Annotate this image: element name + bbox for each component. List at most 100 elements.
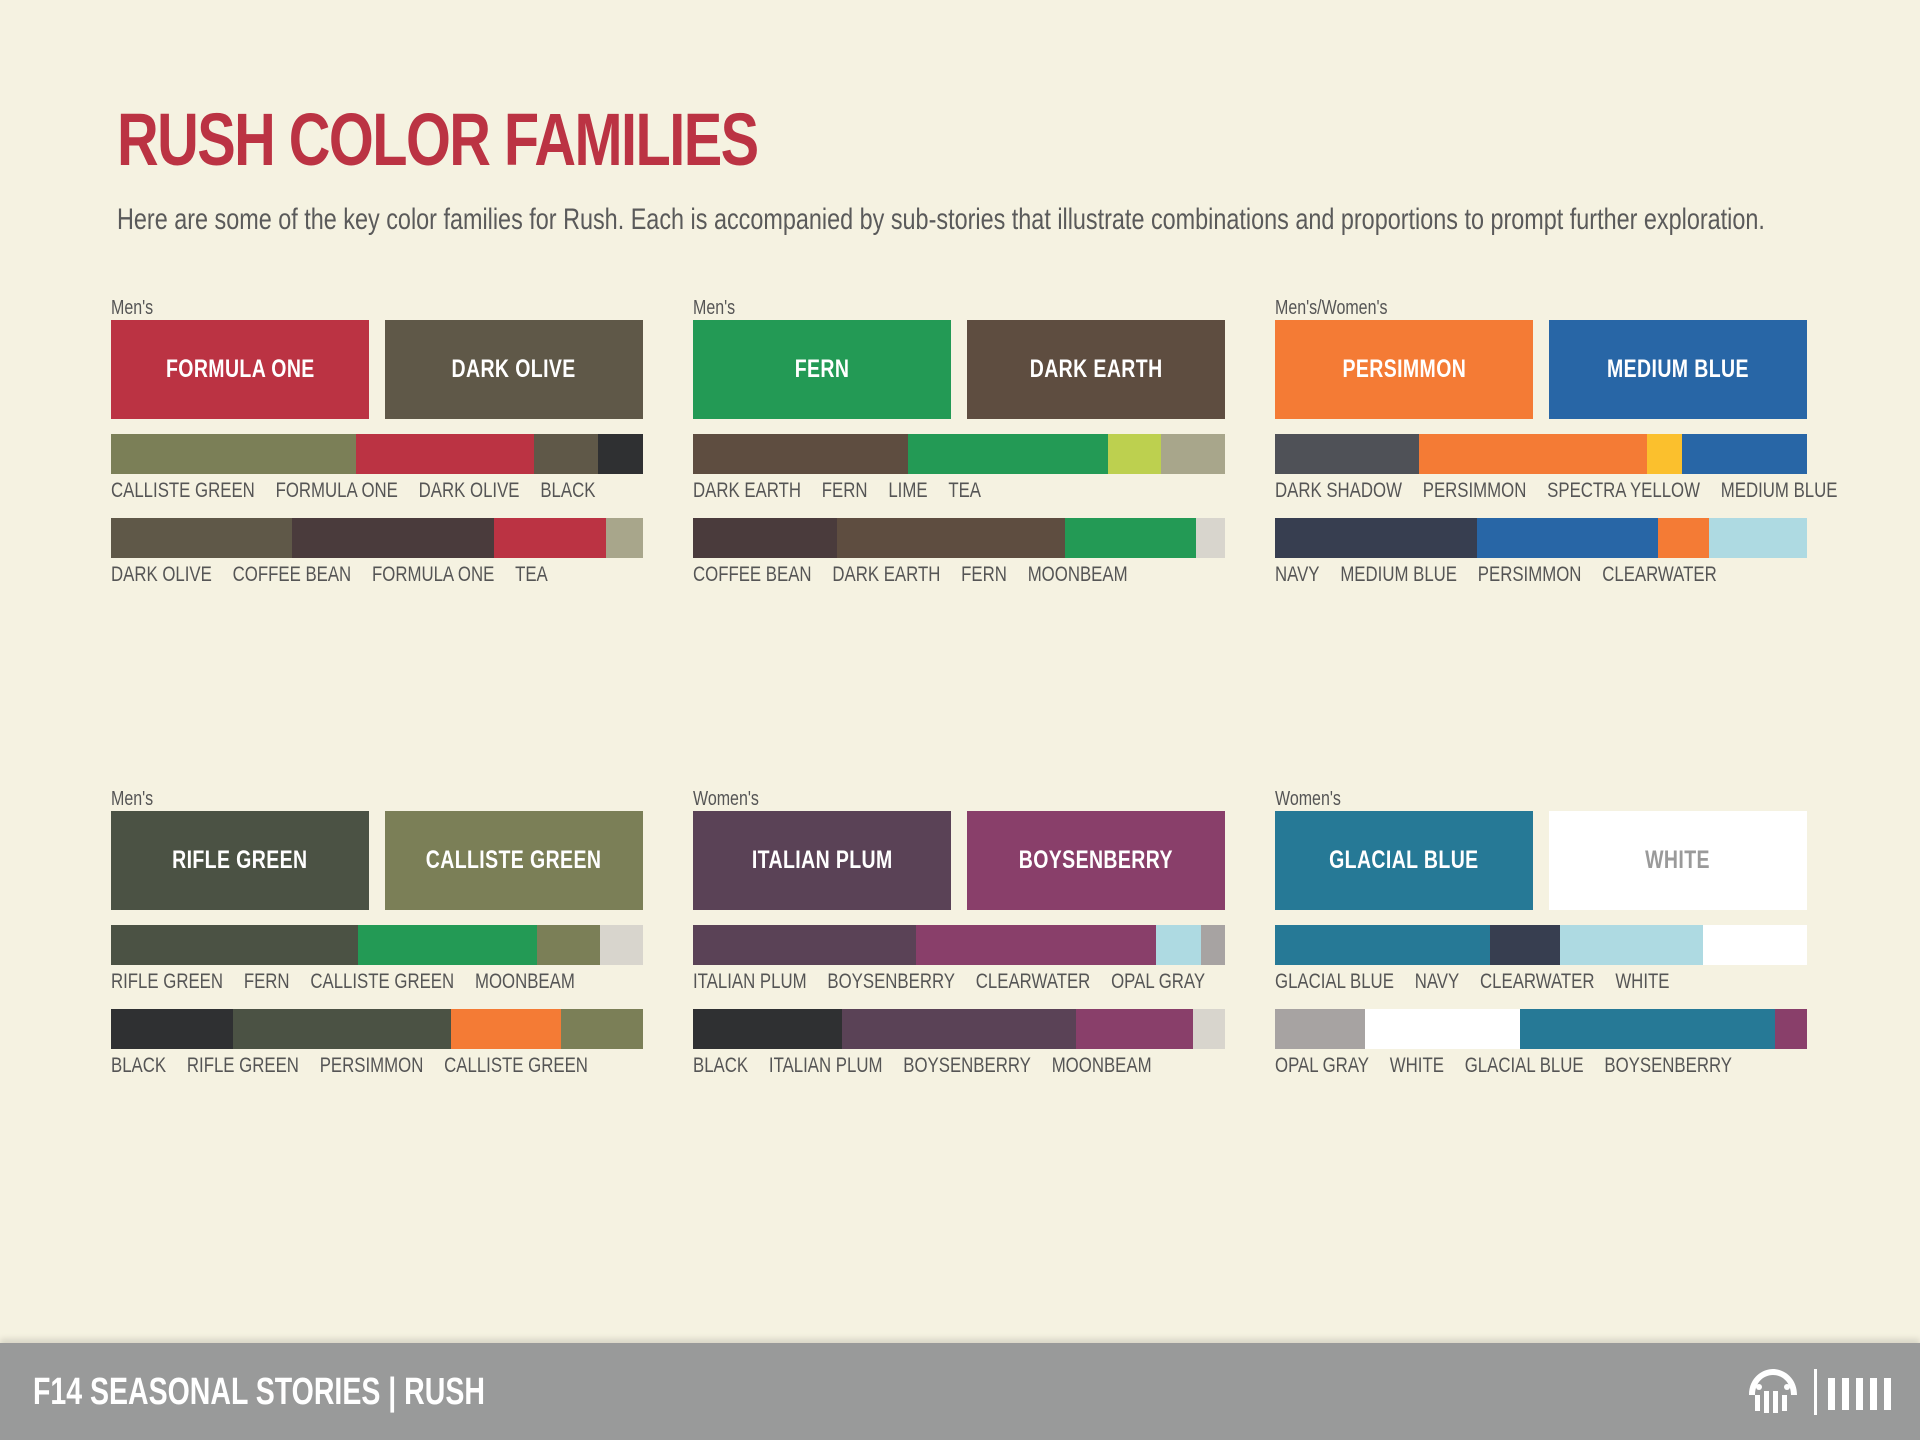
story-color-label: COFFEE BEAN — [693, 563, 812, 586]
story-color-labels: GLACIAL BLUE NAVY CLEARWATER WHITE — [1275, 969, 1755, 995]
story-color-segment — [1155, 925, 1202, 965]
story-color-segment — [111, 518, 292, 558]
story-color-label: DARK OLIVE — [111, 563, 212, 586]
family-audience-label: Men's — [111, 297, 154, 319]
color-family: Men's RIFLE GREEN CALLISTE GREEN RIFLE GREE… — [111, 787, 643, 1097]
story-proportion-bar — [111, 434, 643, 474]
story-proportion-bar — [693, 1009, 1225, 1049]
primary-color-swatch: RIFLE GREEN — [111, 811, 369, 910]
story-color-segment — [693, 1009, 842, 1049]
family-audience-label: Women's — [693, 788, 759, 810]
story-color-segment — [1708, 518, 1807, 558]
story-color-segment — [908, 434, 1108, 474]
story-color-segment — [355, 434, 534, 474]
story-color-segment — [1275, 1009, 1366, 1049]
family-audience-label: Men's — [693, 297, 736, 319]
story-color-labels: NAVY MEDIUM BLUE PERSIMMON CLEARWATER — [1275, 562, 1755, 588]
page-subtitle: Here are some of the key color families … — [117, 203, 1765, 236]
story-proportion-bar — [111, 1009, 643, 1049]
story-color-label: MEDIUM BLUE — [1720, 479, 1838, 502]
primary-color-swatch: FORMULA ONE — [111, 320, 369, 419]
story-color-labels: ITALIAN PLUM BOYSENBERRY CLEARWATER OPAL GR… — [693, 969, 1205, 995]
story-color-label: CLEARWATER — [975, 970, 1091, 993]
primary-color-swatch: ITALIAN PLUM — [693, 811, 951, 910]
primary-color-swatch: CALLISTE GREEN — [385, 811, 643, 910]
color-family: Men's/Women's PERSIMMON MEDIUM BLUE DARK SH… — [1275, 296, 1837, 606]
story-color-segment — [1775, 1009, 1807, 1049]
swatch-color-name: WHITE — [1645, 846, 1711, 874]
story-proportion-bar — [1275, 925, 1807, 965]
story-color-label: BOYSENBERRY — [903, 1054, 1031, 1077]
story-color-label: FORMULA ONE — [275, 479, 398, 502]
story-color-label: CLEARWATER — [1480, 970, 1595, 993]
family-audience-label: Women's — [1275, 788, 1341, 810]
story-color-label: MOONBEAM — [1027, 563, 1128, 586]
primary-color-swatch: DARK EARTH — [967, 320, 1225, 419]
story-color-segment — [1519, 1009, 1776, 1049]
story-color-label: ITALIAN PLUM — [768, 1054, 883, 1077]
story-color-label: MOONBEAM — [474, 970, 575, 993]
story-color-label: BOYSENBERRY — [1604, 1054, 1733, 1077]
story-proportion-bar — [1275, 518, 1807, 558]
story-color-segment — [533, 434, 598, 474]
story-color-segment — [560, 1009, 643, 1049]
story-color-segment — [233, 1009, 452, 1049]
color-family: Women's GLACIAL BLUE WHITE GLACIAL BLUE NAVY… — [1275, 787, 1807, 1097]
story-color-labels: DARK EARTH FERN LIME TEA — [693, 478, 1173, 504]
story-color-segment — [1275, 518, 1478, 558]
story-color-label: LIME — [888, 479, 928, 502]
story-color-label: FERN — [243, 970, 290, 993]
story-color-label: NAVY — [1275, 563, 1320, 586]
story-color-segment — [494, 518, 606, 558]
story-color-label: CALLISTE GREEN — [444, 1054, 588, 1077]
story-color-label: GLACIAL BLUE — [1464, 1054, 1584, 1077]
story-color-label: OPAL GRAY — [1275, 1054, 1369, 1077]
story-color-segment — [111, 925, 359, 965]
story-color-label: DARK EARTH — [693, 479, 801, 502]
story-color-segment — [111, 434, 356, 474]
story-color-label: BLACK — [111, 1054, 167, 1077]
story-color-segment — [693, 925, 917, 965]
story-color-segment — [1559, 925, 1704, 965]
story-color-label: FERN — [821, 479, 868, 502]
story-color-label: BLACK — [540, 479, 596, 502]
story-color-segment — [1703, 925, 1807, 965]
story-color-label: PERSIMMON — [319, 1054, 424, 1077]
paw-logo-icon — [1749, 1369, 1797, 1413]
story-color-label: DARK OLIVE — [418, 479, 520, 502]
story-color-label: BOYSENBERRY — [827, 970, 955, 993]
brand-bars-icon — [1828, 1378, 1891, 1410]
story-color-segment — [916, 925, 1156, 965]
story-proportion-bar — [111, 925, 643, 965]
footer-title: F14 SEASONAL STORIES | RUSH — [33, 1371, 485, 1413]
family-audience-label: Men's/Women's — [1275, 297, 1388, 319]
primary-color-swatch: BOYSENBERRY — [967, 811, 1225, 910]
story-color-segment — [1365, 1009, 1520, 1049]
story-color-label: TEA — [948, 479, 982, 502]
story-color-label: RIFLE GREEN — [186, 1054, 299, 1077]
story-color-segment — [1490, 925, 1560, 965]
story-color-label: ITALIAN PLUM — [693, 970, 807, 993]
primary-color-swatch: PERSIMMON — [1275, 320, 1533, 419]
story-color-label: TEA — [515, 563, 548, 586]
story-color-label: OPAL GRAY — [1111, 970, 1206, 993]
story-color-label: FERN — [961, 563, 1007, 586]
family-audience-label: Men's — [111, 788, 154, 810]
story-color-label: CLEARWATER — [1602, 563, 1717, 586]
story-proportion-bar — [693, 434, 1225, 474]
story-color-segment — [358, 925, 537, 965]
story-color-labels: RIFLE GREEN FERN CALLISTE GREEN MOONBEAM — [111, 969, 591, 995]
swatch-color-name: RIFLE GREEN — [172, 846, 308, 874]
color-family: Men's FERN DARK EARTH DARK EARTH FERN LIME TEA… — [693, 296, 1225, 606]
story-color-label: MEDIUM BLUE — [1340, 563, 1457, 586]
swatch-color-name: FORMULA ONE — [165, 355, 315, 383]
story-color-segment — [1201, 925, 1225, 965]
swatch-color-name: PERSIMMON — [1342, 355, 1466, 383]
swatch-color-name: DARK EARTH — [1029, 355, 1163, 383]
story-color-label: CALLISTE GREEN — [310, 970, 455, 993]
story-proportion-bar — [111, 518, 643, 558]
story-color-labels: CALLISTE GREEN FORMULA ONE DARK OLIVE BLACK — [111, 478, 595, 504]
story-proportion-bar — [1275, 1009, 1807, 1049]
story-color-label: SPECTRA YELLOW — [1547, 479, 1700, 502]
story-color-label: PERSIMMON — [1477, 563, 1582, 586]
